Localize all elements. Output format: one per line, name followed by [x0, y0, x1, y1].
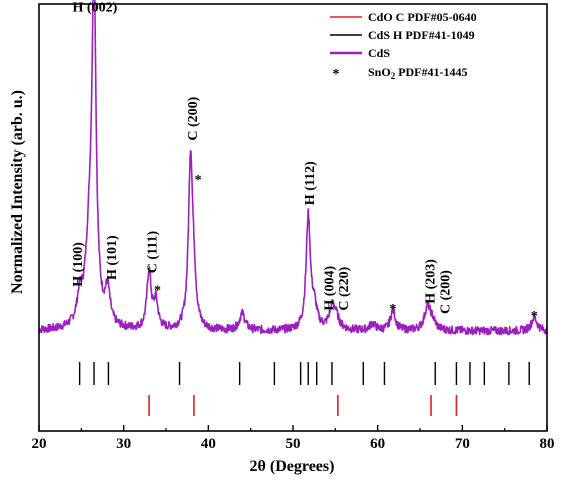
x-tick-label: 50 — [286, 436, 301, 452]
sno2-star-marker: * — [531, 309, 538, 324]
x-tick-label: 80 — [540, 436, 555, 452]
x-tick-label: 30 — [116, 436, 131, 452]
plot-area — [38, 0, 548, 336]
x-tick-label: 70 — [455, 436, 470, 452]
legend-label: CdS H PDF#41-1049 — [368, 28, 475, 42]
peak-label: C (111) — [146, 230, 161, 273]
peak-label: H (002) — [73, 0, 118, 15]
legend-label: CdO C PDF#05-0640 — [368, 10, 477, 24]
x-tick-label: 60 — [370, 436, 385, 452]
axes-frame — [38, 3, 548, 432]
legend-item: CdO C PDF#05-0640 — [330, 10, 477, 24]
sno2-star-marker: * — [389, 302, 396, 317]
peak-labels: H (002) H (100) H (101) C (111) C (200) H (11… — [71, 0, 538, 324]
legend-item: CdS — [330, 46, 390, 60]
cds-spectrum-line — [38, 0, 548, 336]
peak-label: H (100) — [71, 242, 86, 287]
legend-label: SnO2 PDF#41-1445 — [368, 65, 468, 81]
peak-label: C (220) — [337, 266, 352, 310]
peak-label: H (101) — [105, 235, 120, 280]
peak-label: H (004) — [323, 266, 338, 311]
peak-label: H (203) — [423, 259, 438, 304]
sno2-star-marker: * — [154, 284, 161, 299]
legend-item: * SnO2 PDF#41-1445 — [333, 65, 468, 82]
x-tick-label: 20 — [32, 436, 47, 452]
x-axis-title: 2θ (Degrees) — [250, 458, 335, 475]
axes: 20 30 40 50 60 70 80 — [32, 3, 555, 452]
peak-label: H (112) — [303, 161, 318, 205]
peak-label: C (200) — [186, 96, 201, 140]
peak-label: C (200) — [439, 270, 454, 314]
reference-lines — [78, 362, 530, 416]
sno2-star-marker: * — [195, 173, 202, 188]
y-axis-title: Normalized Intensity (arb. u.) — [9, 90, 26, 294]
legend: CdO C PDF#05-0640 CdS H PDF#41-1049 CdS * Sn… — [330, 10, 477, 82]
legend-star-marker: * — [333, 67, 340, 82]
legend-item: CdS H PDF#41-1049 — [330, 28, 475, 42]
x-tick-label: 40 — [201, 436, 216, 452]
legend-label: CdS — [368, 46, 390, 60]
